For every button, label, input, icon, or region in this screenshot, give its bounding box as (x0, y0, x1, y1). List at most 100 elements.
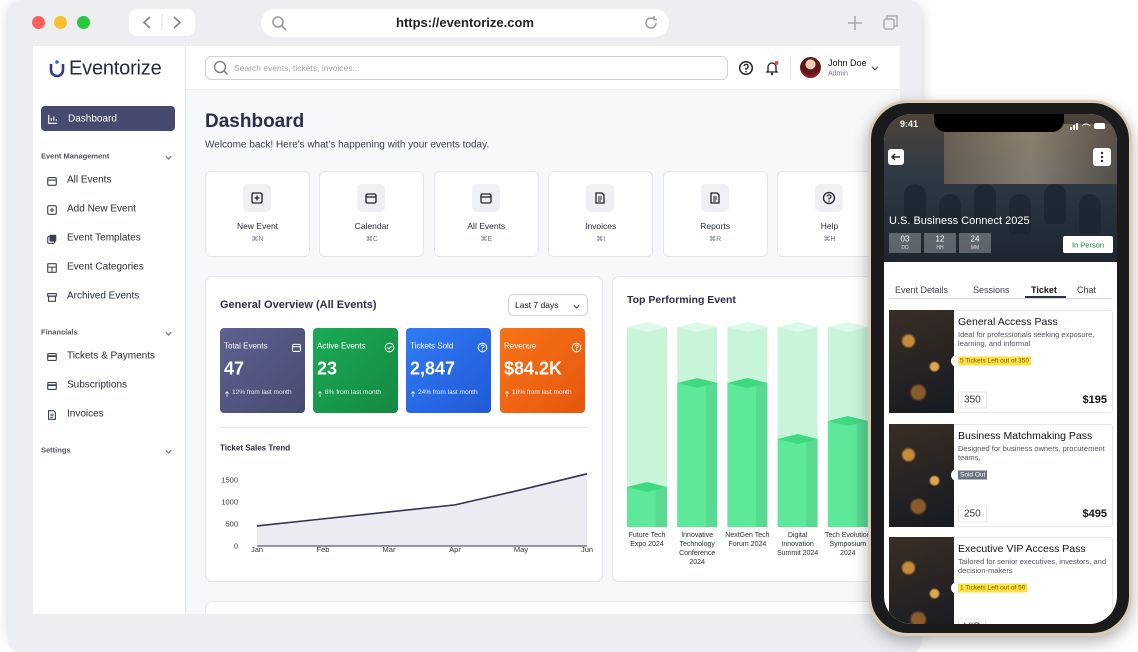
search-icon (213, 60, 229, 76)
cover-person (939, 194, 961, 234)
quick-action-icon-box (357, 184, 386, 212)
nav-item[interactable]: All Events (67, 174, 112, 186)
status-icons (1068, 118, 1108, 130)
quick-action-shortcut: ⌘R (709, 236, 722, 243)
back-arrow (891, 153, 900, 161)
y-tick-label: 1500 (221, 475, 238, 484)
icon-graphic (47, 205, 57, 215)
back-button[interactable] (888, 149, 904, 165)
icon-graphic (871, 66, 879, 71)
nav-item[interactable]: Subscriptions (67, 379, 128, 391)
nav-item[interactable]: Invoices (67, 408, 104, 420)
url-bar[interactable]: https://eventorize.com (261, 9, 669, 37)
nav-item[interactable]: Event Templates (67, 232, 141, 244)
quick-action-icon-box (586, 184, 615, 212)
quick-action-label: Calendar (354, 221, 390, 231)
icon-graphic (47, 353, 57, 361)
bar-top (677, 378, 718, 388)
logo-graphic (49, 60, 65, 78)
browser-actions (848, 15, 898, 30)
countdown-unit: MM (970, 245, 980, 251)
stat-card[interactable] (500, 328, 585, 413)
icon (46, 290, 58, 302)
quick-action-label: Invoices (585, 221, 617, 231)
icon (163, 326, 174, 337)
menu-button[interactable] (1093, 148, 1111, 166)
ticket-quantity: 350 (958, 391, 987, 409)
icon (163, 150, 174, 161)
tab[interactable]: Ticket (1031, 285, 1057, 295)
countdown-unit: DD (901, 245, 909, 251)
bar-top (827, 416, 868, 426)
tab[interactable]: Sessions (973, 285, 1010, 295)
tab[interactable]: Event Details (895, 285, 949, 295)
maximize-dot[interactable] (77, 16, 90, 29)
search-graphic (213, 60, 228, 75)
y-tick-label: 1000 (221, 497, 238, 506)
countdown-box (959, 233, 991, 253)
page-title: Dashboard (205, 111, 305, 132)
reload-icon (645, 16, 657, 29)
nav-item[interactable]: Add New Event (67, 203, 136, 215)
stat-change: 18% from last month (512, 389, 572, 396)
logo-text: Eventorize (69, 57, 162, 80)
period-select[interactable] (508, 294, 588, 316)
notification-bell[interactable] (764, 60, 780, 76)
icon-graphic (822, 191, 836, 205)
icon (869, 61, 881, 73)
close-dot[interactable] (32, 16, 45, 29)
bar-label: Tech Evolution Symposium 2024 (825, 532, 871, 557)
url-text: https://eventorize.com (396, 15, 534, 30)
minimize-dot[interactable] (54, 16, 67, 29)
icon (46, 408, 58, 420)
search-box[interactable] (205, 56, 728, 80)
mode-text: In Person (1071, 240, 1105, 249)
nav-item[interactable]: Tickets & Payments (67, 350, 155, 362)
cover-person (904, 184, 926, 224)
divider (790, 56, 791, 80)
panel-title: Top Performing Event (627, 294, 736, 306)
bar-side (706, 383, 718, 527)
bar-track-top (627, 322, 667, 332)
stat-label: Active Events (317, 341, 366, 351)
tab-underline (1025, 296, 1066, 298)
stat-card[interactable] (406, 328, 491, 413)
bar (627, 487, 667, 527)
ticket-badge: 1 Tickets Left out of 50 (958, 583, 1028, 593)
y-tick-label: 0 (234, 542, 238, 551)
bar-side (756, 383, 768, 527)
icon-graphic (47, 234, 57, 244)
quick-action-label: Reports (700, 221, 730, 231)
x-tick-label: Mar (383, 545, 396, 554)
icon-graphic (165, 155, 172, 160)
cover-person (974, 184, 996, 224)
avatar[interactable] (800, 57, 821, 78)
stat-value: 2,847 (410, 358, 456, 379)
bar (677, 383, 718, 527)
ticket-price: $495 (1082, 507, 1107, 520)
icon (46, 232, 58, 244)
bar-label: Digital Innovation Summit 2024 (776, 532, 819, 557)
active-nav-item[interactable] (41, 106, 175, 131)
section-title[interactable]: Event Management (41, 151, 110, 161)
nav-label: Dashboard (68, 113, 117, 125)
nav-buttons[interactable] (129, 9, 195, 36)
icon-graphic (365, 193, 378, 204)
icon (46, 261, 58, 273)
bar-label: Future Tech Expo 2024 (628, 532, 666, 548)
mode-badge (1063, 236, 1113, 253)
tab[interactable]: Chat (1077, 285, 1097, 295)
cover-person (1079, 194, 1101, 234)
section-title[interactable]: Financials (41, 327, 78, 337)
bar-top (727, 378, 768, 388)
nav-item[interactable]: Archived Events (67, 290, 140, 302)
stat-card[interactable] (313, 328, 398, 413)
icon (46, 350, 58, 362)
stat-card[interactable] (220, 328, 305, 413)
y-tick-label: 500 (225, 519, 238, 528)
section-title[interactable]: Settings (41, 445, 71, 455)
bar (777, 439, 818, 527)
bar-track-top (727, 322, 768, 332)
nav-item[interactable]: Event Categories (67, 261, 144, 273)
